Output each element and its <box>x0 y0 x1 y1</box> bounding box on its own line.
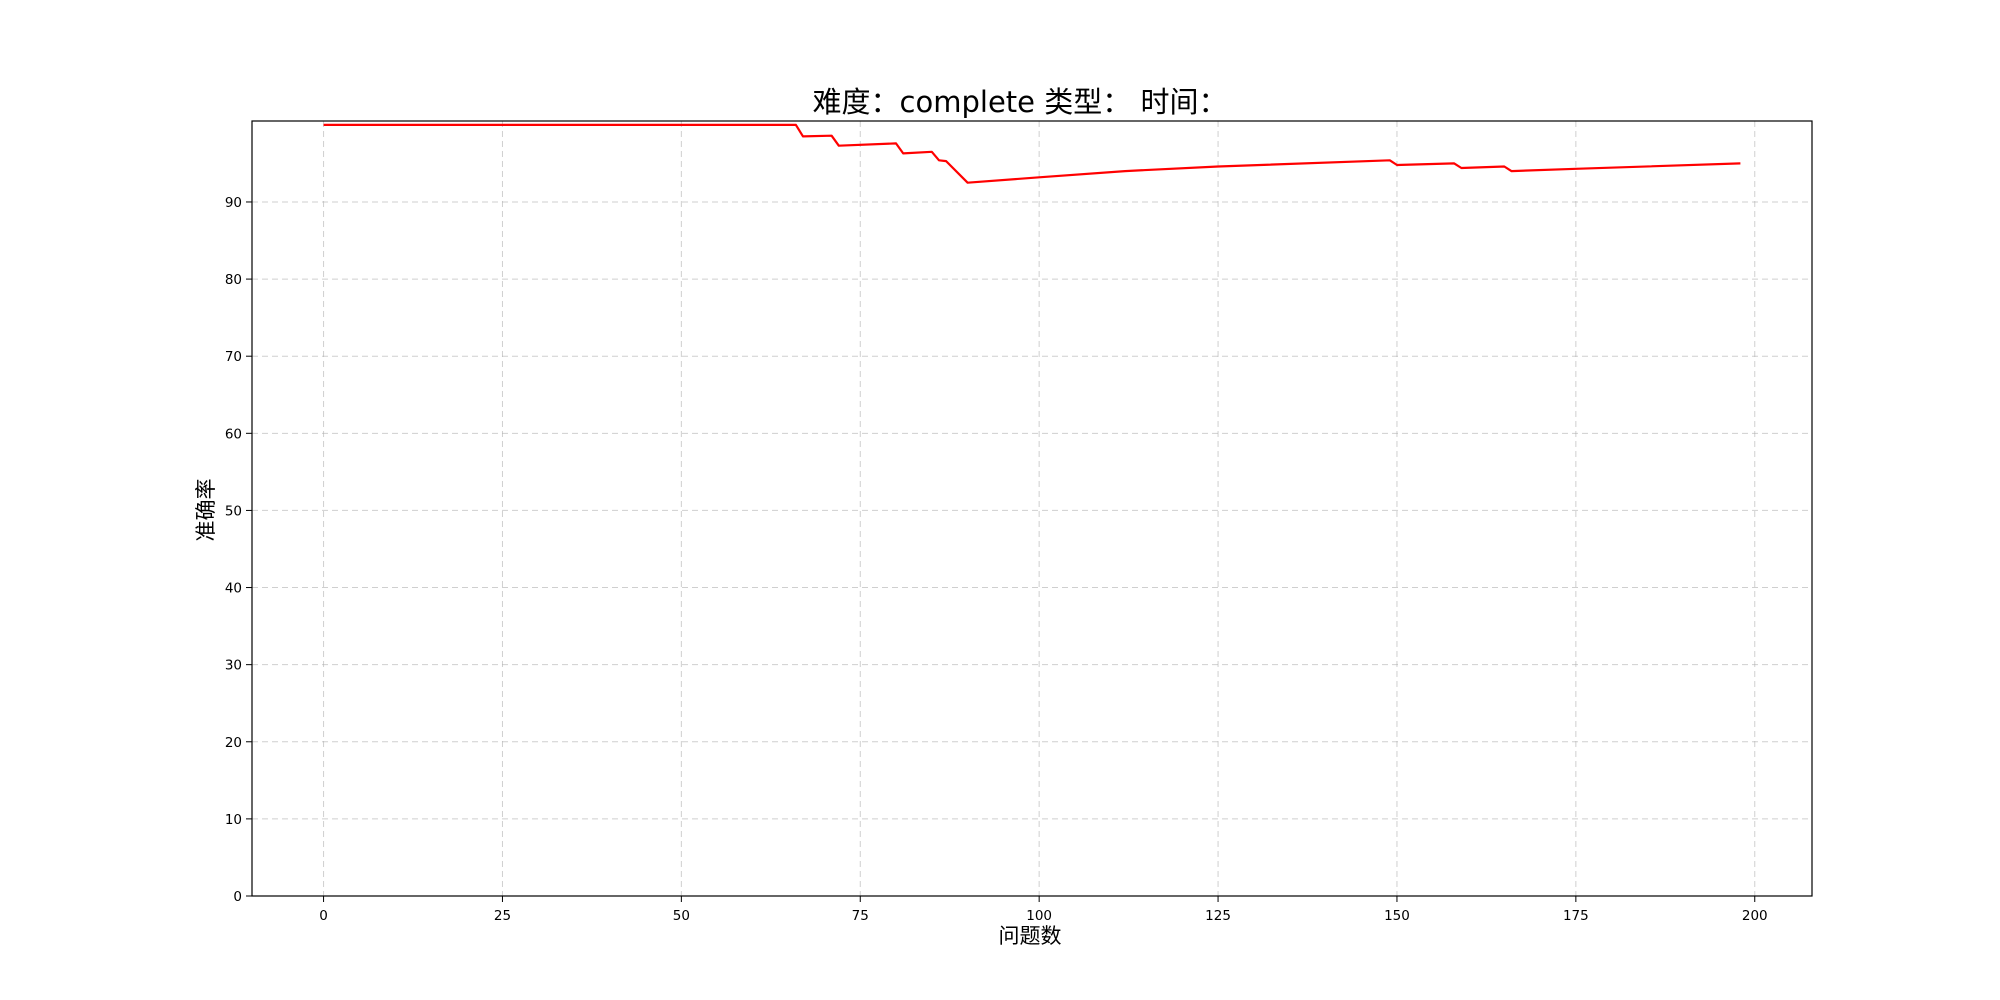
y-axis: 0 10 20 30 40 50 60 70 80 90 <box>225 195 252 905</box>
x-tick-label: 75 <box>852 908 869 924</box>
y-tick-label: 30 <box>225 658 242 674</box>
y-axis-label: 准确率 <box>194 479 218 542</box>
y-tick-label: 70 <box>225 349 242 365</box>
y-tick-label: 0 <box>233 889 242 905</box>
x-tick-label: 125 <box>1205 908 1231 924</box>
grid-layer <box>252 121 1812 896</box>
x-tick-label: 175 <box>1563 908 1589 924</box>
y-tick-label: 10 <box>225 812 242 828</box>
y-tick-label: 60 <box>225 426 242 442</box>
y-tick-label: 20 <box>225 735 242 751</box>
x-tick-label: 25 <box>494 908 511 924</box>
y-tick-label: 50 <box>225 503 242 519</box>
x-tick-label: 100 <box>1026 908 1052 924</box>
x-tick-label: 50 <box>673 908 690 924</box>
y-tick-label: 90 <box>225 195 242 211</box>
series-layer <box>323 123 1741 184</box>
plot-frame <box>251 120 1813 897</box>
x-tick-label: 0 <box>319 908 328 924</box>
x-tick-label: 200 <box>1742 908 1768 924</box>
x-tick-label: 150 <box>1384 908 1410 924</box>
y-tick-label: 80 <box>225 272 242 288</box>
y-tick-label: 40 <box>225 581 242 597</box>
x-axis-label: 问题数 <box>999 924 1062 948</box>
x-axis: 0 25 50 75 100 125 150 175 200 <box>319 896 1768 924</box>
series-line <box>323 123 1741 184</box>
chart-title: 难度：complete 类型： 时间： <box>813 85 1228 119</box>
